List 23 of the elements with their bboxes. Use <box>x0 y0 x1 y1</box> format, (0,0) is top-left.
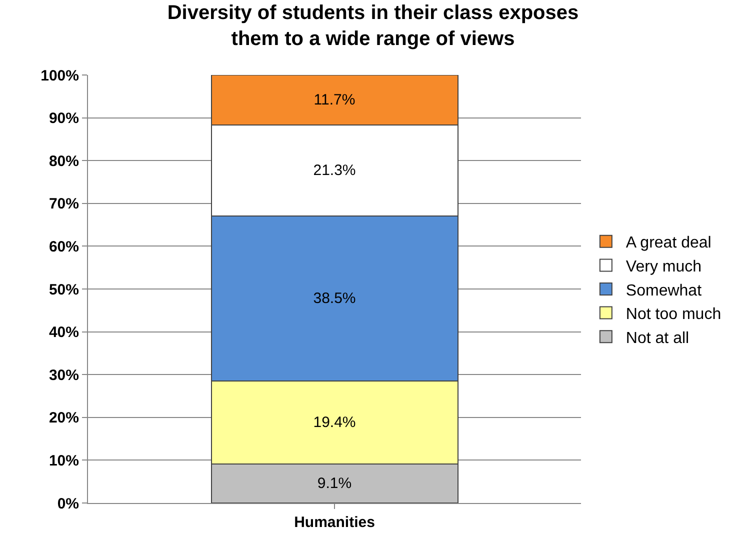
y-tick-label: 90% <box>48 110 79 128</box>
chart-title: Diversity of students in their class exposes them to a wide range of views <box>167 2 579 50</box>
y-tick-label: 10% <box>48 452 79 470</box>
y-tick-label: 60% <box>48 238 79 256</box>
legend-label: Somewhat <box>626 282 702 300</box>
legend-label: Not at all <box>626 330 690 347</box>
y-tick-label: 100% <box>40 67 79 84</box>
y-tick-label: 70% <box>48 196 79 213</box>
data-label: 19.4% <box>313 414 356 432</box>
data-label: 38.5% <box>313 290 356 308</box>
y-tick-label: 0% <box>57 495 79 512</box>
y-tick-label: 50% <box>48 281 79 298</box>
y-tick-label: 80% <box>48 152 79 170</box>
legend-label: Very much <box>626 258 702 276</box>
y-tick-label: 30% <box>48 366 79 384</box>
data-label: 9.1% <box>317 475 352 492</box>
data-label: 11.7% <box>314 92 356 109</box>
data-label: 21.3% <box>313 162 356 180</box>
y-tick-label: 20% <box>48 410 79 427</box>
x-tick-label: Humanities <box>294 514 375 531</box>
legend-label: Not too much <box>626 306 722 324</box>
legend-label: A great deal <box>626 234 712 252</box>
y-tick-label: 40% <box>48 324 79 342</box>
